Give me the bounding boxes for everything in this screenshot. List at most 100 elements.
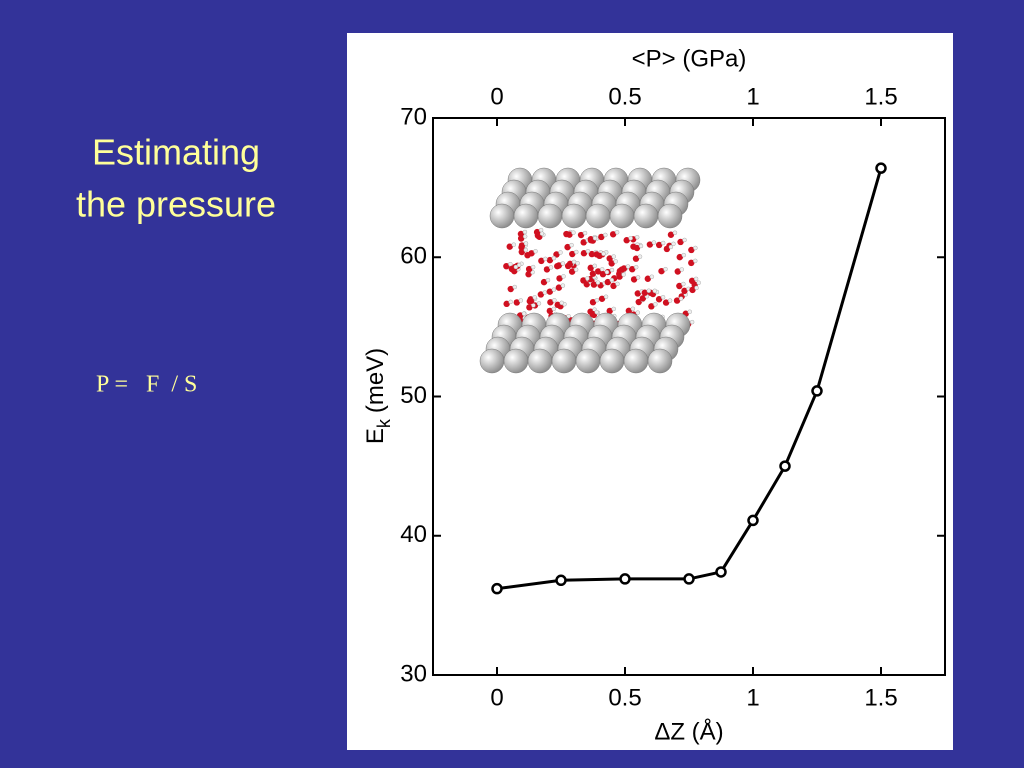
- molecule: [530, 270, 535, 275]
- molecule: [611, 306, 616, 312]
- y-label-main: E: [362, 428, 389, 444]
- molecule: [689, 319, 695, 325]
- y-tick-label: 50: [400, 382, 427, 409]
- molecule: [518, 242, 526, 249]
- molecule: [523, 247, 528, 253]
- slide-title: Estimating: [92, 132, 260, 173]
- molecule: [651, 240, 657, 245]
- molecule: [588, 250, 596, 258]
- molecule: [628, 236, 633, 241]
- molecule: [634, 264, 639, 270]
- molecule: [601, 251, 606, 257]
- molecule: [653, 302, 658, 307]
- molecule: [655, 241, 663, 249]
- molecule: [551, 306, 557, 312]
- molecule: [616, 273, 623, 280]
- x-tick-label: 0.5: [608, 684, 641, 711]
- formula: P = F / S: [96, 372, 197, 398]
- molecule: [693, 245, 698, 251]
- molecule: [503, 300, 510, 308]
- molecule: [623, 237, 630, 244]
- molecule: [513, 264, 519, 270]
- data-point: [811, 385, 823, 397]
- molecule: [553, 251, 560, 258]
- molecule: [513, 299, 521, 306]
- molecule: [688, 246, 695, 254]
- molecule: [518, 298, 524, 303]
- atom: [599, 348, 625, 374]
- molecule: [662, 299, 670, 306]
- atom: [585, 203, 611, 229]
- data-point: [779, 460, 791, 472]
- molecule: [606, 307, 613, 315]
- molecule: [604, 278, 612, 286]
- molecule: [589, 298, 597, 306]
- molecule: [577, 231, 585, 239]
- molecule: [672, 230, 678, 235]
- data-point: [747, 514, 759, 527]
- molecule: [634, 290, 641, 297]
- data-point: [491, 582, 503, 595]
- molecule: [603, 294, 609, 299]
- molecule: [560, 283, 566, 288]
- molecule: [558, 250, 563, 255]
- molecule: [676, 282, 683, 290]
- molecule: [598, 295, 606, 302]
- atom: [647, 348, 673, 374]
- atom: [657, 203, 683, 229]
- molecule: [556, 275, 563, 282]
- molecule: [621, 272, 626, 277]
- molecule: [561, 274, 566, 279]
- molecule: [554, 301, 561, 309]
- molecule: [580, 277, 587, 284]
- atom: [479, 348, 505, 374]
- molecule: [614, 230, 620, 235]
- molecule: [635, 275, 641, 280]
- molecule: [521, 311, 527, 316]
- molecule: [688, 277, 696, 285]
- y-tick-label: 60: [400, 243, 427, 270]
- molecule: [533, 249, 538, 254]
- molecule: [639, 295, 647, 302]
- molecule: [587, 264, 594, 272]
- atom: [561, 203, 587, 229]
- atom: [537, 203, 563, 229]
- x2-axis-label: <P> (GPa): [632, 45, 747, 72]
- molecule: [580, 239, 587, 246]
- molecule: [609, 267, 615, 273]
- molecule: [663, 245, 671, 253]
- molecule: [673, 297, 681, 304]
- molecule: [531, 303, 536, 308]
- molecule: [569, 250, 576, 258]
- molecule: [555, 284, 563, 291]
- molecule: [512, 284, 517, 290]
- data-point: [683, 573, 695, 585]
- molecule: [580, 250, 588, 257]
- molecule: [507, 285, 514, 293]
- molecule: [566, 260, 574, 268]
- y-tick-label: 40: [400, 521, 427, 548]
- molecule-image: [479, 167, 701, 374]
- molecule: [674, 268, 681, 275]
- molecule: [516, 262, 522, 268]
- molecule: [632, 255, 640, 262]
- molecule: [609, 277, 615, 283]
- molecule: [508, 299, 513, 305]
- molecule: [559, 300, 564, 306]
- molecule: [503, 262, 510, 270]
- atom: [527, 348, 553, 374]
- molecule: [637, 254, 643, 259]
- molecule: [569, 242, 574, 248]
- molecule: [641, 289, 649, 296]
- molecule: [613, 259, 618, 264]
- molecule: [506, 243, 513, 250]
- molecule: [530, 264, 536, 270]
- molecule: [625, 307, 633, 315]
- molecule: [547, 299, 554, 306]
- molecule: [518, 248, 525, 256]
- molecule: [542, 290, 548, 295]
- molecule: [538, 227, 544, 233]
- molecule: [689, 286, 696, 294]
- molecule: [667, 298, 673, 303]
- data-point: [555, 574, 567, 587]
